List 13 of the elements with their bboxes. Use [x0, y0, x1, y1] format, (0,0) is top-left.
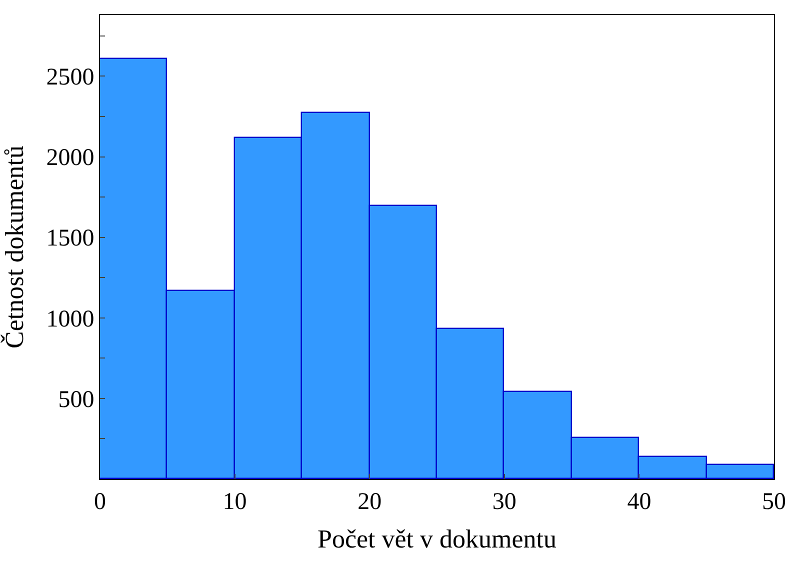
y-axis-title: Četnost dokumentů — [0, 146, 29, 348]
x-tick-label: 50 — [762, 488, 786, 515]
x-tick-label: 10 — [222, 488, 247, 515]
y-tick-label: 2000 — [46, 145, 94, 172]
x-tick-label: 20 — [358, 488, 382, 515]
y-tick-label: 500 — [58, 386, 94, 413]
y-tick-label: 1000 — [46, 306, 94, 332]
x-tick-label: 40 — [627, 488, 652, 515]
y-tick-label: 2500 — [46, 64, 94, 91]
x-tick-label: 0 — [94, 488, 106, 515]
x-axis-title: Počet vět v dokumentu — [317, 524, 557, 554]
x-tick-label: 30 — [492, 488, 516, 515]
y-tick-label: 1500 — [46, 226, 94, 252]
